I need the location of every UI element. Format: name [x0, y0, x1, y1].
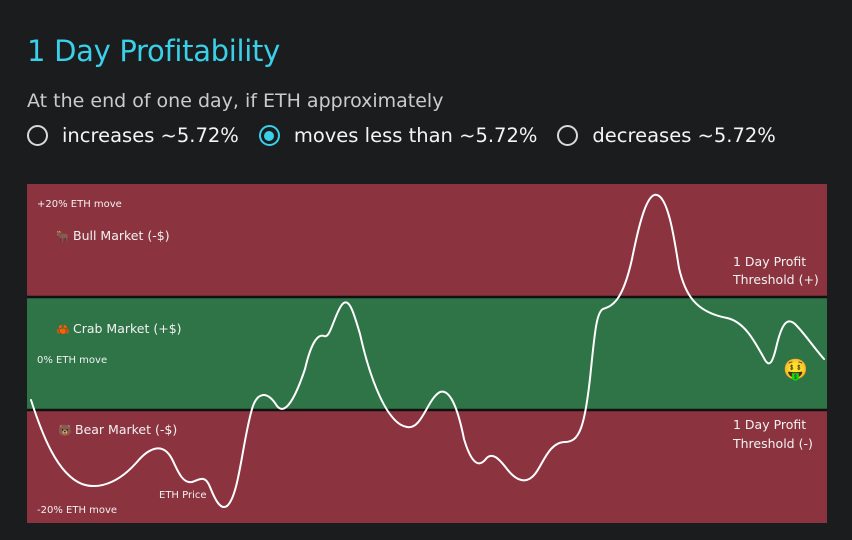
option-moves-less-label: moves less than ~5.72% [293, 124, 538, 147]
bear-icon: 🐻 [58, 423, 72, 437]
eth-move-options: increases ~5.72% moves less than ~5.72% … [27, 124, 776, 147]
option-decreases-label: decreases ~5.72% [592, 124, 776, 147]
middle-move-label: 0% ETH move [37, 355, 107, 366]
option-decreases[interactable]: decreases ~5.72% [557, 124, 776, 147]
crab-zone [27, 297, 827, 410]
crab-icon: 🦀 [56, 323, 70, 336]
bear-zone [27, 410, 827, 523]
threshold-minus-line2: Threshold (-) [732, 436, 813, 451]
threshold-plus-line1: 1 Day Profit [733, 254, 806, 269]
option-moves-less[interactable]: moves less than ~5.72% [258, 124, 538, 147]
money-face-icon: 🤑 [783, 357, 808, 381]
radio-moves-less[interactable] [258, 125, 280, 146]
bull-icon: 🐂 [56, 230, 70, 243]
bottom-move-label: -20% ETH move [37, 505, 117, 516]
page-title: 1 Day Profitability [27, 34, 280, 68]
option-increases[interactable]: increases ~5.72% [27, 124, 239, 147]
top-move-label: +20% ETH move [37, 199, 122, 210]
crab-market-label: Crab Market (+$) [73, 321, 182, 336]
threshold-plus-line2: Threshold (+) [732, 272, 819, 287]
radio-decreases[interactable] [557, 125, 579, 146]
bull-zone [27, 184, 827, 297]
bull-market-label: Bull Market (-$) [73, 228, 170, 243]
page-subtitle: At the end of one day, if ETH approximat… [27, 90, 444, 112]
eth-price-line [30, 193, 825, 509]
profitability-chart: +20% ETH move 0% ETH move -20% ETH move … [27, 184, 827, 523]
eth-price-label: ETH Price [159, 490, 207, 501]
bear-market-label: Bear Market (-$) [75, 422, 177, 437]
option-increases-label: increases ~5.72% [62, 124, 239, 147]
radio-increases[interactable] [27, 125, 48, 146]
profitability-chart-svg: +20% ETH move 0% ETH move -20% ETH move … [27, 184, 827, 523]
threshold-minus-line1: 1 Day Profit [733, 417, 806, 432]
